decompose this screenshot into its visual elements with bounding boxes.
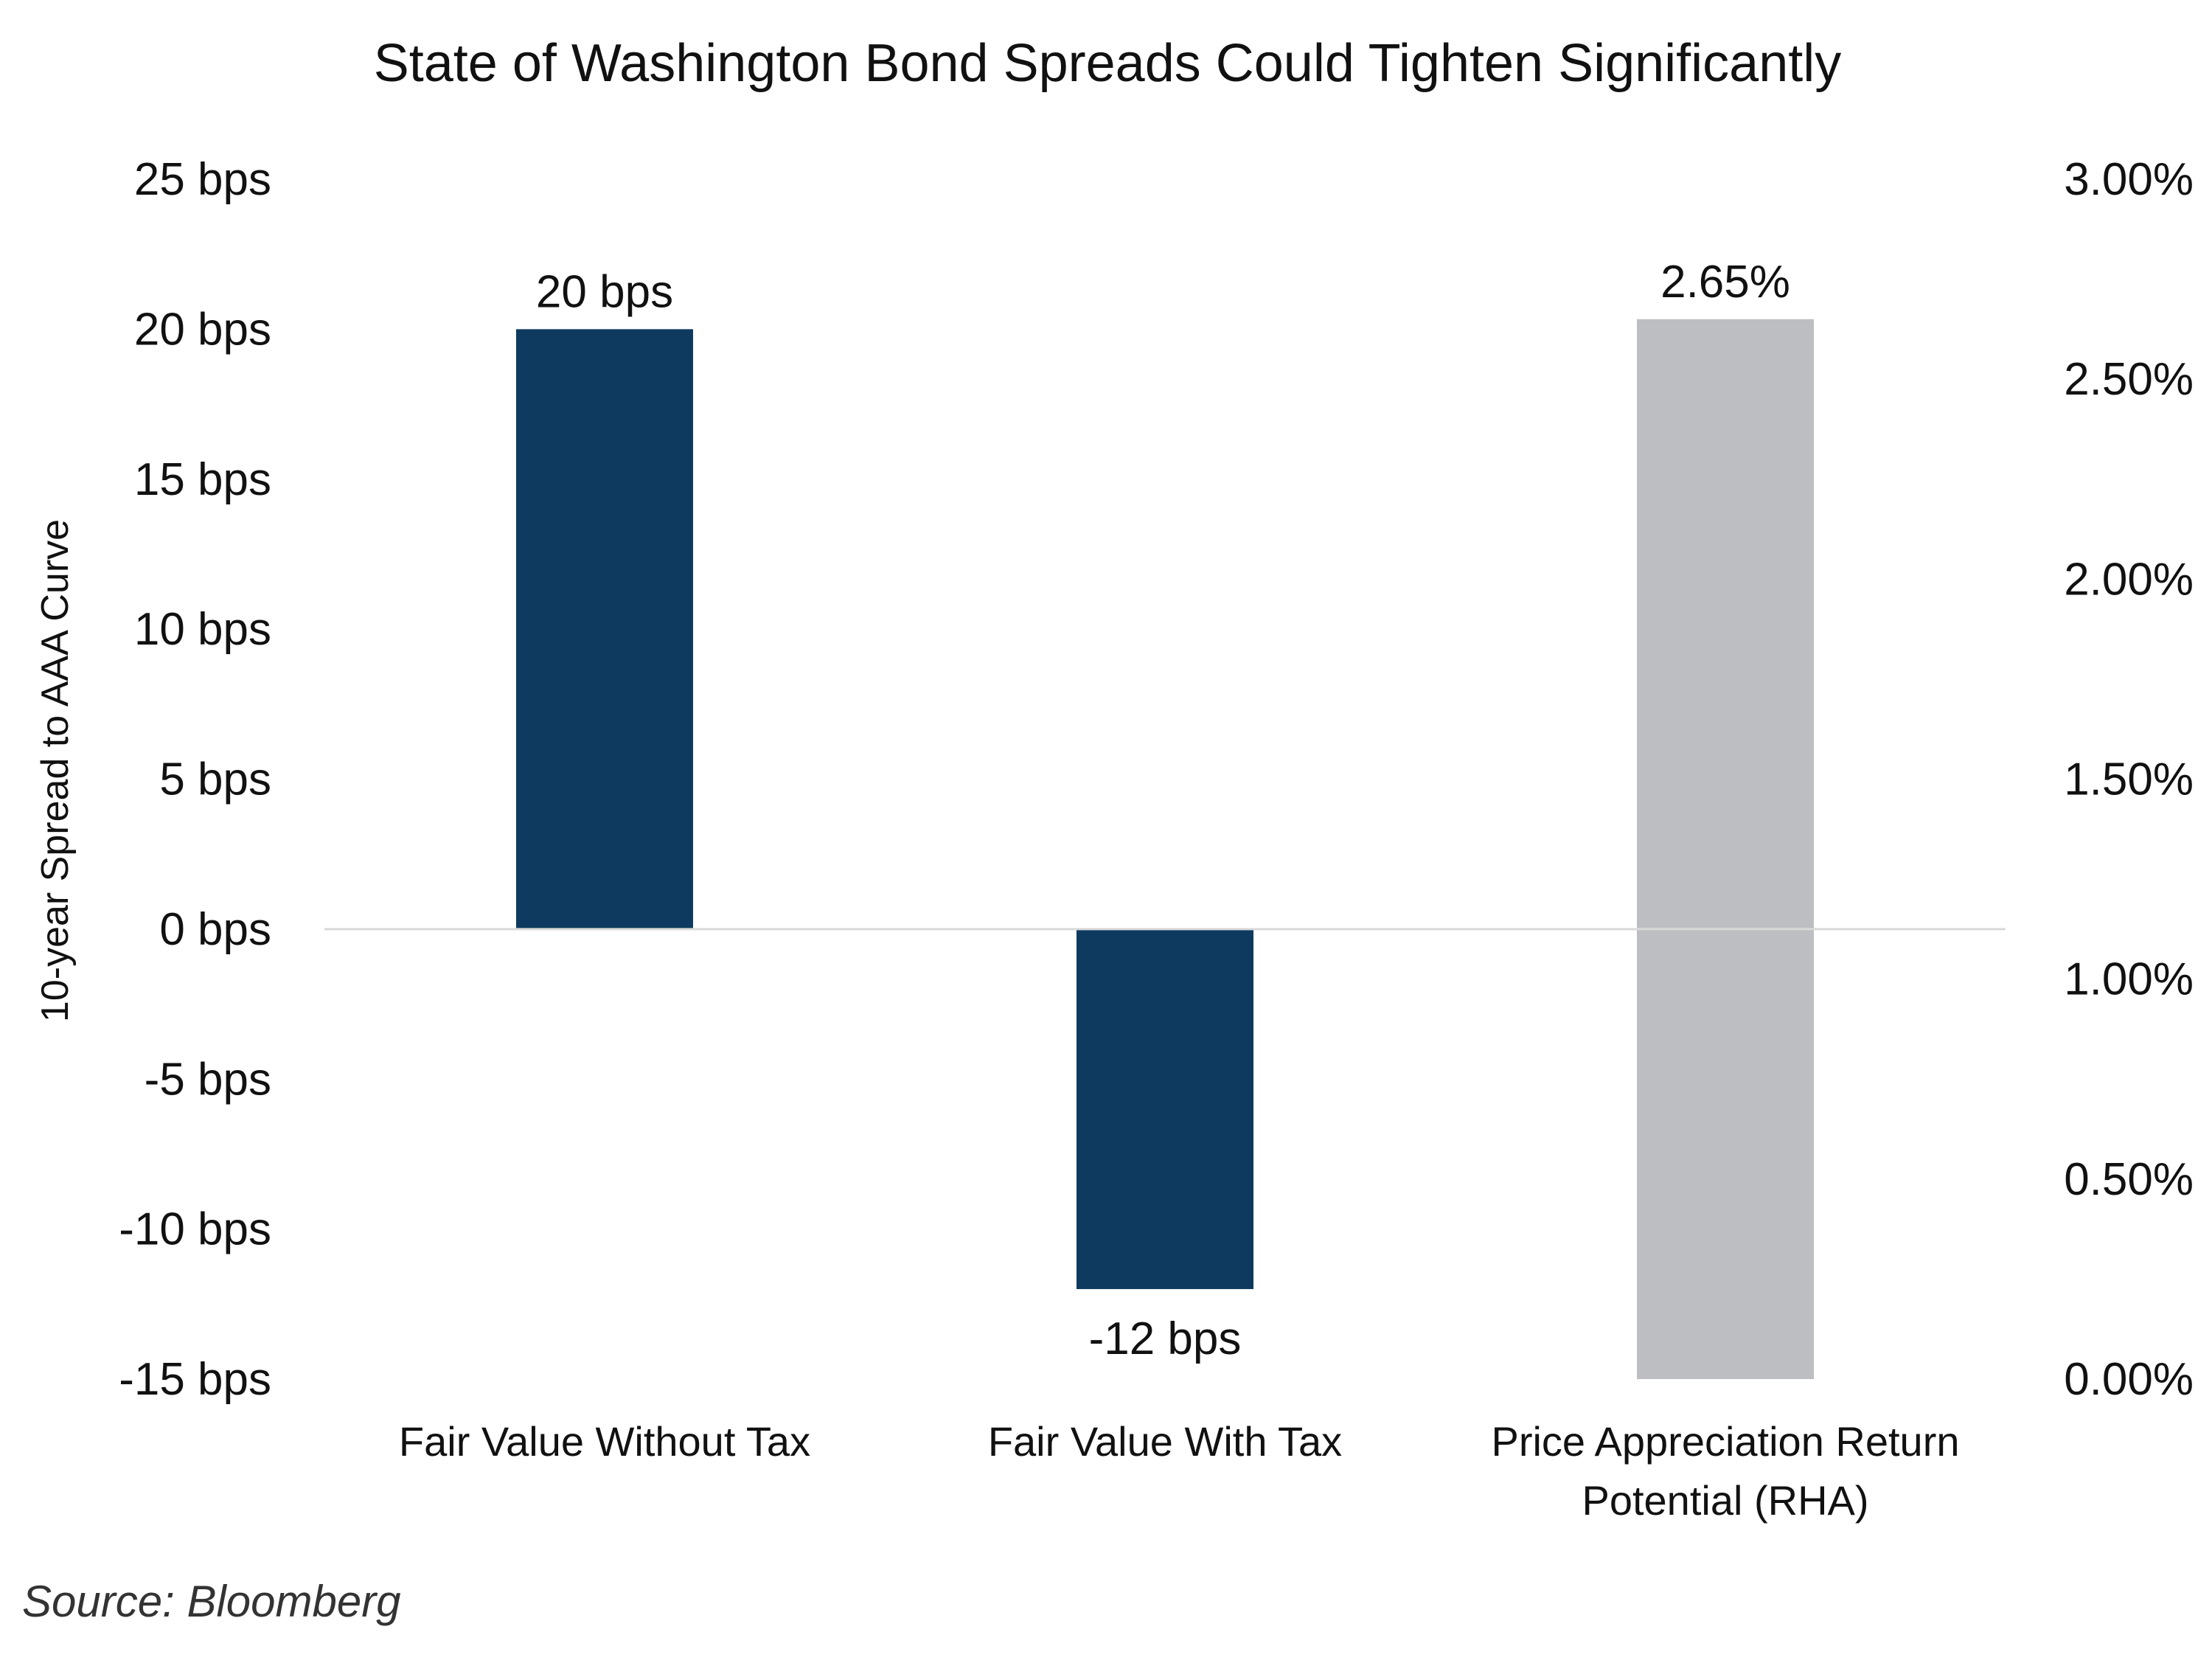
left-tick-label: 10 bps	[134, 604, 271, 655]
category-label-2: Fair Value With Tax	[988, 1418, 1342, 1465]
left-tick-label: -15 bps	[119, 1354, 271, 1405]
source-note: Source: Bloomberg	[22, 1577, 401, 1626]
right-axis-ticks: 3.00% 2.50% 2.00% 1.50% 1.00% 0.50% 0.00%	[2064, 154, 2194, 1405]
left-tick-label: 20 bps	[134, 304, 271, 355]
right-tick-label: 3.00%	[2064, 154, 2194, 205]
left-tick-label: 25 bps	[134, 154, 271, 205]
right-tick-label: 0.50%	[2064, 1154, 2194, 1205]
category-label-1: Fair Value Without Tax	[399, 1418, 810, 1465]
left-tick-label: 0 bps	[159, 904, 271, 955]
category-label-3: Potential (RHA)	[1582, 1477, 1868, 1524]
bar-2	[1077, 928, 1253, 1289]
right-tick-label: 0.00%	[2064, 1354, 2194, 1405]
left-axis-title: 10-year Spread to AAA Curve	[34, 519, 77, 1022]
left-tick-label: 15 bps	[134, 454, 271, 505]
bars-group	[516, 319, 1814, 1380]
bar-1	[516, 329, 693, 929]
data-label-1: 20 bps	[536, 266, 673, 317]
right-tick-label: 2.50%	[2064, 354, 2194, 405]
data-labels: 20 bps -12 bps 2.65%	[536, 257, 1790, 1364]
left-tick-label: 5 bps	[159, 754, 271, 805]
left-tick-label: -10 bps	[119, 1204, 271, 1255]
bar-3	[1637, 319, 1814, 1380]
data-label-3: 2.65%	[1660, 257, 1790, 308]
data-label-2: -12 bps	[1089, 1313, 1242, 1364]
category-labels: Fair Value Without Tax Fair Value With Ta…	[399, 1418, 1960, 1524]
left-axis-ticks: 25 bps 20 bps 15 bps 10 bps 5 bps 0 bps -5 bps…	[119, 154, 271, 1405]
chart-title: State of Washington Bond Spreads Could T…	[374, 34, 1842, 93]
category-label-3: Price Appreciation Return	[1491, 1418, 1959, 1465]
right-tick-label: 1.00%	[2064, 954, 2194, 1005]
right-tick-label: 2.00%	[2064, 554, 2194, 605]
left-tick-label: -5 bps	[145, 1054, 271, 1105]
right-tick-label: 1.50%	[2064, 754, 2194, 805]
